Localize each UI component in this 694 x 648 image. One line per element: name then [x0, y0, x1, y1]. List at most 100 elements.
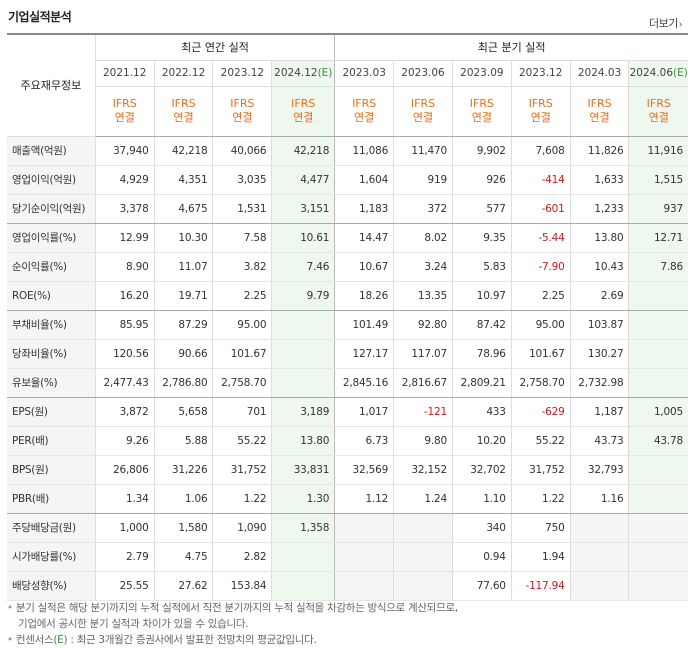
- table-cell: 4,929: [94, 165, 155, 195]
- table-cell: 2.79: [94, 542, 155, 572]
- table-cell: 0.94: [451, 542, 512, 572]
- table-cell: [271, 542, 335, 572]
- section-title: 기업실적분석: [8, 10, 72, 24]
- table-cell: -414: [510, 165, 571, 195]
- table-cell: 33,831: [271, 455, 335, 485]
- table-cell: 2,809.21: [451, 368, 512, 398]
- table-cell: 12.99: [94, 223, 155, 253]
- table-cell: 3,378: [94, 194, 155, 224]
- period-date: 2023.03: [342, 67, 386, 79]
- table-cell: 78.96: [451, 339, 512, 369]
- table-row: 당좌비율(%) 120.56 90.66 101.67 127.17 117.07 78.9…: [7, 339, 688, 369]
- table-cell: 16.20: [94, 281, 155, 311]
- table-cell: 25.55: [94, 571, 155, 601]
- table-cell: 1,183: [334, 194, 394, 224]
- table-cell: 1,515: [628, 165, 688, 195]
- table-cell: 7,608: [510, 136, 571, 166]
- table-cell: 1.16: [569, 484, 629, 514]
- table-cell: [628, 571, 688, 601]
- std-bottom: 연결: [114, 111, 135, 124]
- table-cell: 1,604: [334, 165, 394, 195]
- table-cell: [628, 310, 688, 340]
- table-cell: 1,005: [628, 397, 688, 427]
- row-label: 유보율(%): [7, 368, 96, 398]
- table-cell: 7.86: [628, 252, 688, 282]
- table-cell: 3.82: [212, 252, 272, 282]
- table-cell: 1,531: [212, 194, 272, 224]
- table-cell: 2,816.67: [393, 368, 453, 398]
- table-row: 당기순이익(억원) 3,378 4,675 1,531 3,151 1,183 372 577…: [7, 194, 688, 224]
- table-cell: 2,758.70: [510, 368, 571, 398]
- table-cell: 32,569: [334, 455, 394, 485]
- table-cell: 1.94: [510, 542, 571, 572]
- row-label: BPS(원): [7, 455, 96, 485]
- table-cell: [393, 542, 453, 572]
- more-link[interactable]: 더보기›: [649, 15, 683, 31]
- table-cell: 2.82: [212, 542, 272, 572]
- table-cell: 2,477.43: [94, 368, 155, 398]
- table-cell: [334, 513, 394, 543]
- table-cell: 120.56: [94, 339, 155, 369]
- table-cell: 3,189: [271, 397, 335, 427]
- table-cell: 433: [451, 397, 512, 427]
- table-cell: 926: [451, 165, 512, 195]
- row-label: 부채비율(%): [7, 310, 96, 340]
- table-cell: 55.22: [510, 426, 571, 456]
- table-cell: 1.30: [271, 484, 335, 514]
- table-cell: [628, 281, 688, 311]
- table-cell: 5,658: [153, 397, 213, 427]
- table-cell: 2,732.98: [569, 368, 629, 398]
- table-row: 매출액(억원) 37,940 42,218 40,066 42,218 11,086 11,…: [7, 136, 688, 166]
- table-cell: 11,470: [393, 136, 453, 166]
- standard-row: IFRS 연결 IFRS 연결 IFRS 연결 IFRS 연결 IFRS 연결 IFRS 연결 IFRS…: [7, 86, 688, 137]
- accounting-standard: IFRS 연결: [271, 86, 335, 137]
- table-row: 주당배당금(원) 1,000 1,580 1,090 1,358 340 750: [7, 513, 688, 543]
- period-header: 2023.09: [451, 60, 512, 87]
- table-cell: 4,675: [153, 194, 213, 224]
- accounting-standard: IFRS 연결: [569, 86, 629, 137]
- table-cell: 31,226: [153, 455, 213, 485]
- period-header: 2023.12: [510, 60, 571, 87]
- table-cell: 4,477: [271, 165, 335, 195]
- table-cell: 1.22: [510, 484, 571, 514]
- row-label: 배당성향(%): [7, 571, 96, 601]
- row-label: ROE(%): [7, 281, 96, 311]
- note-consensus: • 컨센서스(E) : 최근 3개월간 증권사에서 발표한 전망치의 평균값입니다…: [7, 634, 317, 646]
- table-cell: 10.30: [153, 223, 213, 253]
- table-cell: [334, 571, 394, 601]
- table-row: PER(배) 9.26 5.88 55.22 13.80 6.73 9.80 10.20 55.…: [7, 426, 688, 456]
- table-cell: 1.34: [94, 484, 155, 514]
- table-cell: 2,845.16: [334, 368, 394, 398]
- period-date: 2023.12: [220, 67, 265, 79]
- accounting-standard: IFRS 연결: [628, 86, 688, 137]
- accounting-standard: IFRS 연결: [451, 86, 512, 137]
- table-cell: 11.07: [153, 252, 213, 282]
- table-cell: [628, 368, 688, 398]
- table-cell: 1.12: [334, 484, 394, 514]
- table-cell: [569, 542, 629, 572]
- table-cell: 7.58: [212, 223, 272, 253]
- table-cell: [569, 571, 629, 601]
- table-cell: 2.25: [212, 281, 272, 311]
- estimate-mark: (E): [317, 67, 333, 79]
- table-cell: [393, 513, 453, 543]
- row-label: 매출액(억원): [7, 136, 96, 166]
- accounting-standard: IFRS 연결: [334, 86, 394, 137]
- table-cell: [271, 368, 335, 398]
- std-bottom: 연결: [648, 111, 669, 124]
- financial-table: 주요재무정보 최근 연간 실적 최근 분기 실적 2021.12 2022.12 2…: [7, 33, 688, 601]
- period-header: 2024.03: [569, 60, 629, 87]
- table-cell: -121: [393, 397, 453, 427]
- std-bottom: 연결: [354, 111, 375, 124]
- table-cell: 42,218: [271, 136, 335, 166]
- std-top: IFRS: [528, 97, 553, 110]
- table-cell: 1,187: [569, 397, 629, 427]
- std-bottom: 연결: [232, 111, 253, 124]
- accounting-standard: IFRS 연결: [510, 86, 571, 137]
- table-cell: 14.47: [334, 223, 394, 253]
- table-cell: 95.00: [212, 310, 272, 340]
- table-cell: 27.62: [153, 571, 213, 601]
- table-cell: 40,066: [212, 136, 272, 166]
- table-cell: 1,633: [569, 165, 629, 195]
